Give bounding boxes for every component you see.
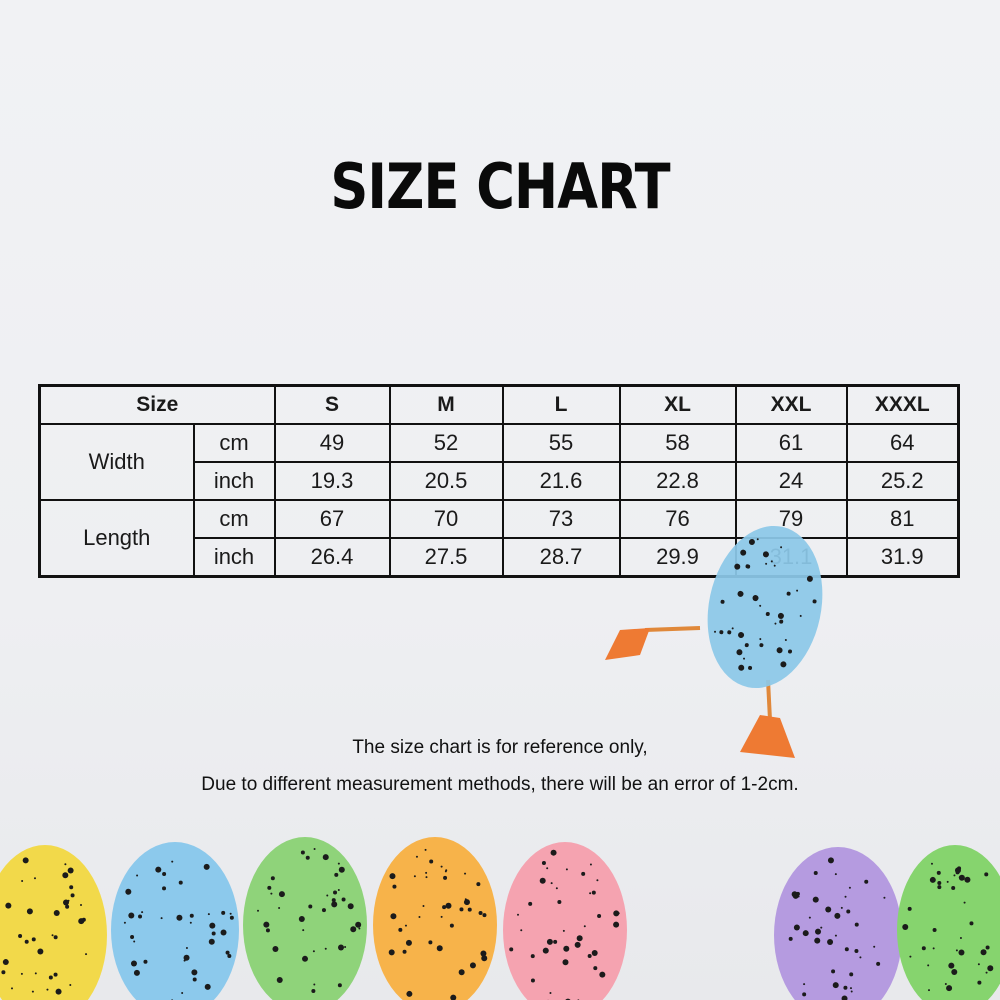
egg-icon [897,845,1000,1000]
unit-cell: inch [192,537,276,578]
table-cell: 20.5 [388,461,504,501]
header-xxl: XXL [734,384,848,425]
header-size: Size [38,384,276,425]
table-cell: 24 [734,461,848,501]
egg-icon [111,842,239,1000]
table-cell: 61 [734,423,848,463]
table-cell: 79 [734,499,848,539]
table-cell: 26.4 [273,537,391,578]
table-cell: 25.2 [845,461,960,501]
table-row: Width cm 49 52 55 58 61 64 [38,423,960,501]
table-cell: 55 [501,423,621,463]
header-xxxl: XXXL [845,384,960,425]
error-note: Due to different measurement methods, th… [201,774,799,795]
table-cell: 28.7 [501,537,621,578]
table-cell: 21.6 [501,461,621,501]
page-title: SIZE CHART [330,150,670,223]
table-cell: 81 [845,499,960,539]
table-header-row: Size S M L XL XXL XXXL [38,384,960,425]
egg-icon [0,845,107,1000]
row-label-width: Width [38,423,195,501]
header-s: S [273,384,391,425]
table-cell: 22.8 [618,461,737,501]
table-cell: 31.1 [734,537,848,578]
table-cell: 49 [273,423,391,463]
table-row: Length cm 67 70 73 76 79 81 [38,499,960,578]
egg-icon [243,837,367,1000]
table-row: inch 19.3 20.5 21.6 22.8 24 25.2 [40,461,960,501]
header-xl: XL [618,384,737,425]
table-cell: 52 [388,423,504,463]
table-cell: 67 [273,499,391,539]
table-cell: 19.3 [273,461,391,501]
table-cell: 70 [388,499,504,539]
header-m: M [388,384,504,425]
table-cell: 27.5 [388,537,504,578]
reference-note: The size chart is for reference only, [352,737,648,758]
table-cell: 31.9 [845,537,960,578]
unit-cell: cm [192,423,276,463]
size-chart-table: Size S M L XL XXL XXXL Width cm 49 52 55… [38,384,960,578]
table-cell: 73 [501,499,621,539]
unit-cell: cm [192,499,276,539]
egg-icon [774,847,902,1000]
table-cell: 64 [845,423,960,463]
unit-cell: inch [192,461,276,501]
egg-icon [503,842,627,1000]
table-cell: 76 [618,499,737,539]
row-label-length: Length [38,499,195,578]
header-l: L [501,384,621,425]
table-cell: 29.9 [618,537,737,578]
table-cell: 58 [618,423,737,463]
egg-icon [373,837,497,1000]
